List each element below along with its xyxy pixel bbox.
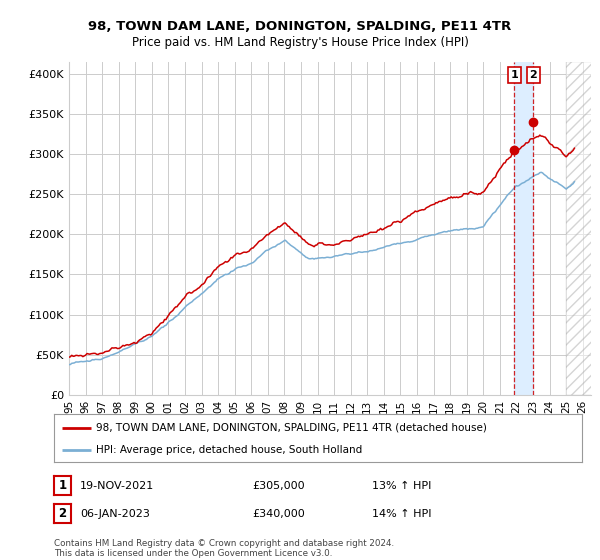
Text: 98, TOWN DAM LANE, DONINGTON, SPALDING, PE11 4TR: 98, TOWN DAM LANE, DONINGTON, SPALDING, … bbox=[88, 20, 512, 32]
Text: 2: 2 bbox=[529, 70, 537, 80]
Bar bbox=[514, 62, 533, 395]
Bar bbox=[566, 62, 600, 395]
Text: Price paid vs. HM Land Registry's House Price Index (HPI): Price paid vs. HM Land Registry's House … bbox=[131, 36, 469, 49]
Text: 19-NOV-2021: 19-NOV-2021 bbox=[80, 480, 154, 491]
Text: 14% ↑ HPI: 14% ↑ HPI bbox=[372, 508, 431, 519]
Text: 2: 2 bbox=[58, 507, 67, 520]
Text: £305,000: £305,000 bbox=[252, 480, 305, 491]
Text: HPI: Average price, detached house, South Holland: HPI: Average price, detached house, Sout… bbox=[96, 445, 362, 455]
Text: 98, TOWN DAM LANE, DONINGTON, SPALDING, PE11 4TR (detached house): 98, TOWN DAM LANE, DONINGTON, SPALDING, … bbox=[96, 423, 487, 433]
Text: 13% ↑ HPI: 13% ↑ HPI bbox=[372, 480, 431, 491]
Text: 06-JAN-2023: 06-JAN-2023 bbox=[80, 508, 149, 519]
Text: 1: 1 bbox=[58, 479, 67, 492]
Text: £340,000: £340,000 bbox=[252, 508, 305, 519]
Text: 1: 1 bbox=[511, 70, 518, 80]
Text: Contains HM Land Registry data © Crown copyright and database right 2024.
This d: Contains HM Land Registry data © Crown c… bbox=[54, 539, 394, 558]
